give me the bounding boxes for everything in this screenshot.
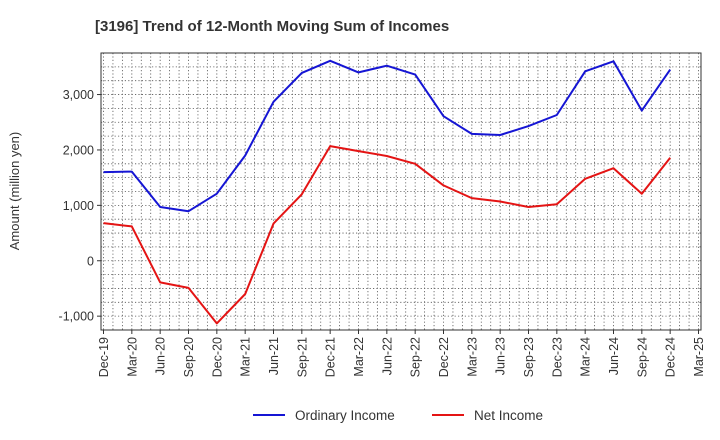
x-tick-label: Mar-24 [579, 337, 593, 377]
x-tick-label: Mar-25 [692, 337, 706, 377]
x-tick-label: Dec-24 [664, 337, 678, 377]
x-tick-label: Jun-20 [154, 337, 168, 375]
x-tick-label: Dec-21 [324, 337, 338, 377]
y-tick-label: -1,000 [59, 310, 94, 324]
x-tick-label: Sep-22 [409, 337, 423, 377]
series-line-ordinary-income [103, 59, 672, 213]
x-axis-ticks: Dec-19 Mar-20 Jun-20 Sep-20 Dec-20 Mar-21 Jun-… [97, 330, 706, 377]
x-tick-label: Mar-21 [239, 337, 253, 377]
chart-title: [3196] Trend of 12-Month Moving Sum of I… [95, 18, 449, 35]
series-line-net-income [103, 145, 671, 325]
x-tick-label: Mar-20 [125, 337, 139, 377]
y-tick-label: 3,000 [63, 88, 94, 102]
legend-label: Net Income [474, 408, 543, 423]
series-lines [103, 59, 672, 325]
y-tick-label: 0 [87, 254, 94, 268]
x-tick-label: Sep-24 [635, 337, 649, 377]
legend-label: Ordinary Income [295, 408, 395, 423]
y-axis-ticks: -1,000 0 1,000 2,000 3,000 [59, 88, 101, 324]
x-tick-label: Jun-22 [380, 337, 394, 375]
x-tick-label: Dec-20 [210, 337, 224, 377]
x-tick-label: Dec-22 [437, 337, 451, 377]
x-tick-label: Jun-23 [494, 337, 508, 375]
x-tick-label: Dec-19 [97, 337, 111, 377]
y-tick-label: 2,000 [63, 143, 94, 157]
x-tick-label: Jun-24 [607, 337, 621, 375]
x-tick-label: Mar-22 [352, 337, 366, 377]
grid [101, 52, 701, 331]
x-tick-label: Dec-23 [550, 337, 564, 377]
x-tick-label: Sep-21 [295, 337, 309, 377]
x-tick-label: Sep-20 [182, 337, 196, 377]
y-tick-label: 1,000 [63, 199, 94, 213]
x-tick-label: Jun-21 [267, 337, 281, 375]
x-tick-label: Sep-23 [522, 337, 536, 377]
x-tick-label: Mar-23 [465, 337, 479, 377]
plot-frame [100, 52, 702, 331]
legend: Ordinary Income Net Income [253, 408, 543, 423]
y-axis-label: Amount (million yen) [7, 132, 22, 251]
